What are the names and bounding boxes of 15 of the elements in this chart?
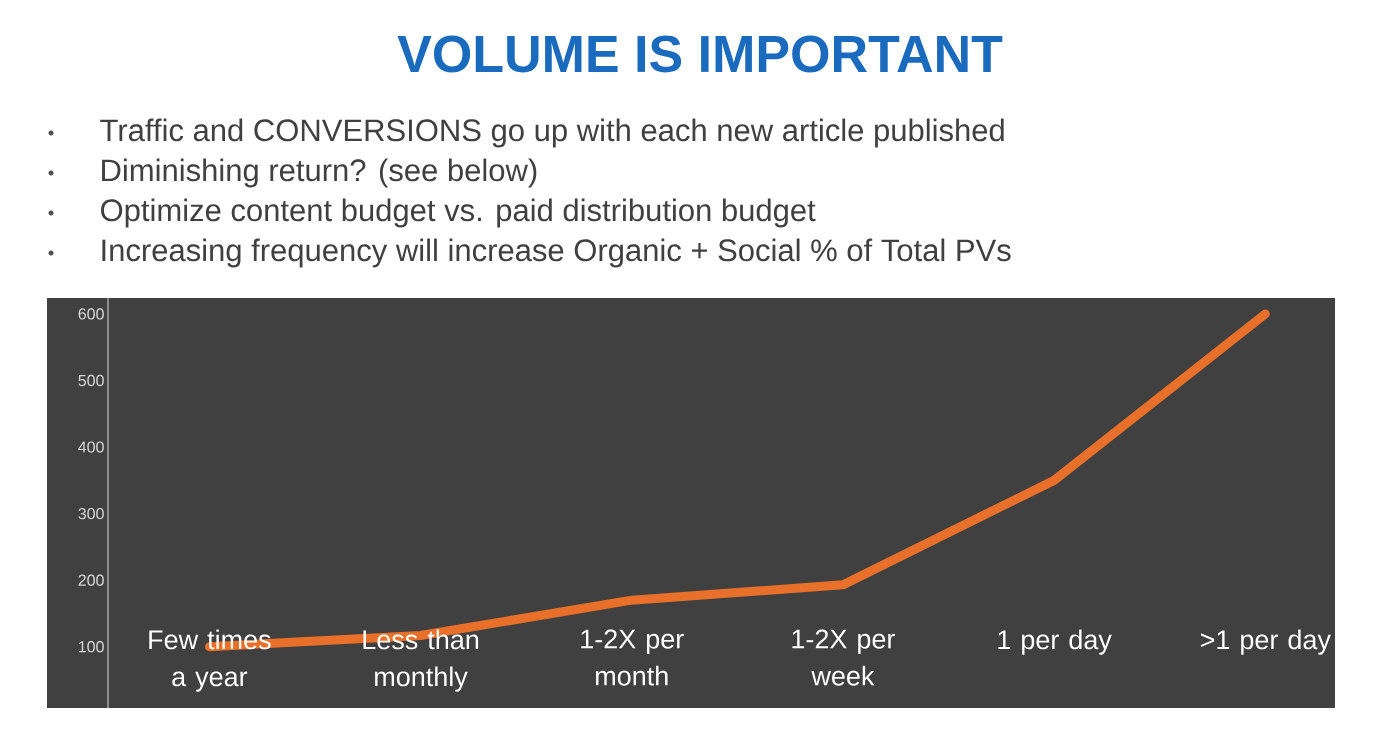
text: Optimize content budget vs. paid distribution budget [101,198,816,228]
y-tick-label: 600 [78,308,104,320]
text: Traffic and CONVERSIONS go up with each new article published [100,118,1004,148]
x-tick-label: 1-2X per week [792,629,895,686]
x-tick-label: >1 per day [1200,629,1331,655]
text: Diminishing return? (see below) [102,158,537,188]
y-tick-label: 300 [78,507,104,520]
text: Increasing frequency will increase Organic + Social % of Total PVs [102,238,1011,268]
x-tick-label: 1-2X per month [581,629,684,686]
y-tick-label: 100 [79,641,104,653]
y-tick-label: 500 [78,374,104,387]
y-tick-label: 400 [78,441,104,453]
x-tick-label: 1 per day [998,629,1112,655]
chart-title: VOLUME IS IMPORTANT [397,35,1003,73]
y-tick-label: 200 [78,574,104,586]
